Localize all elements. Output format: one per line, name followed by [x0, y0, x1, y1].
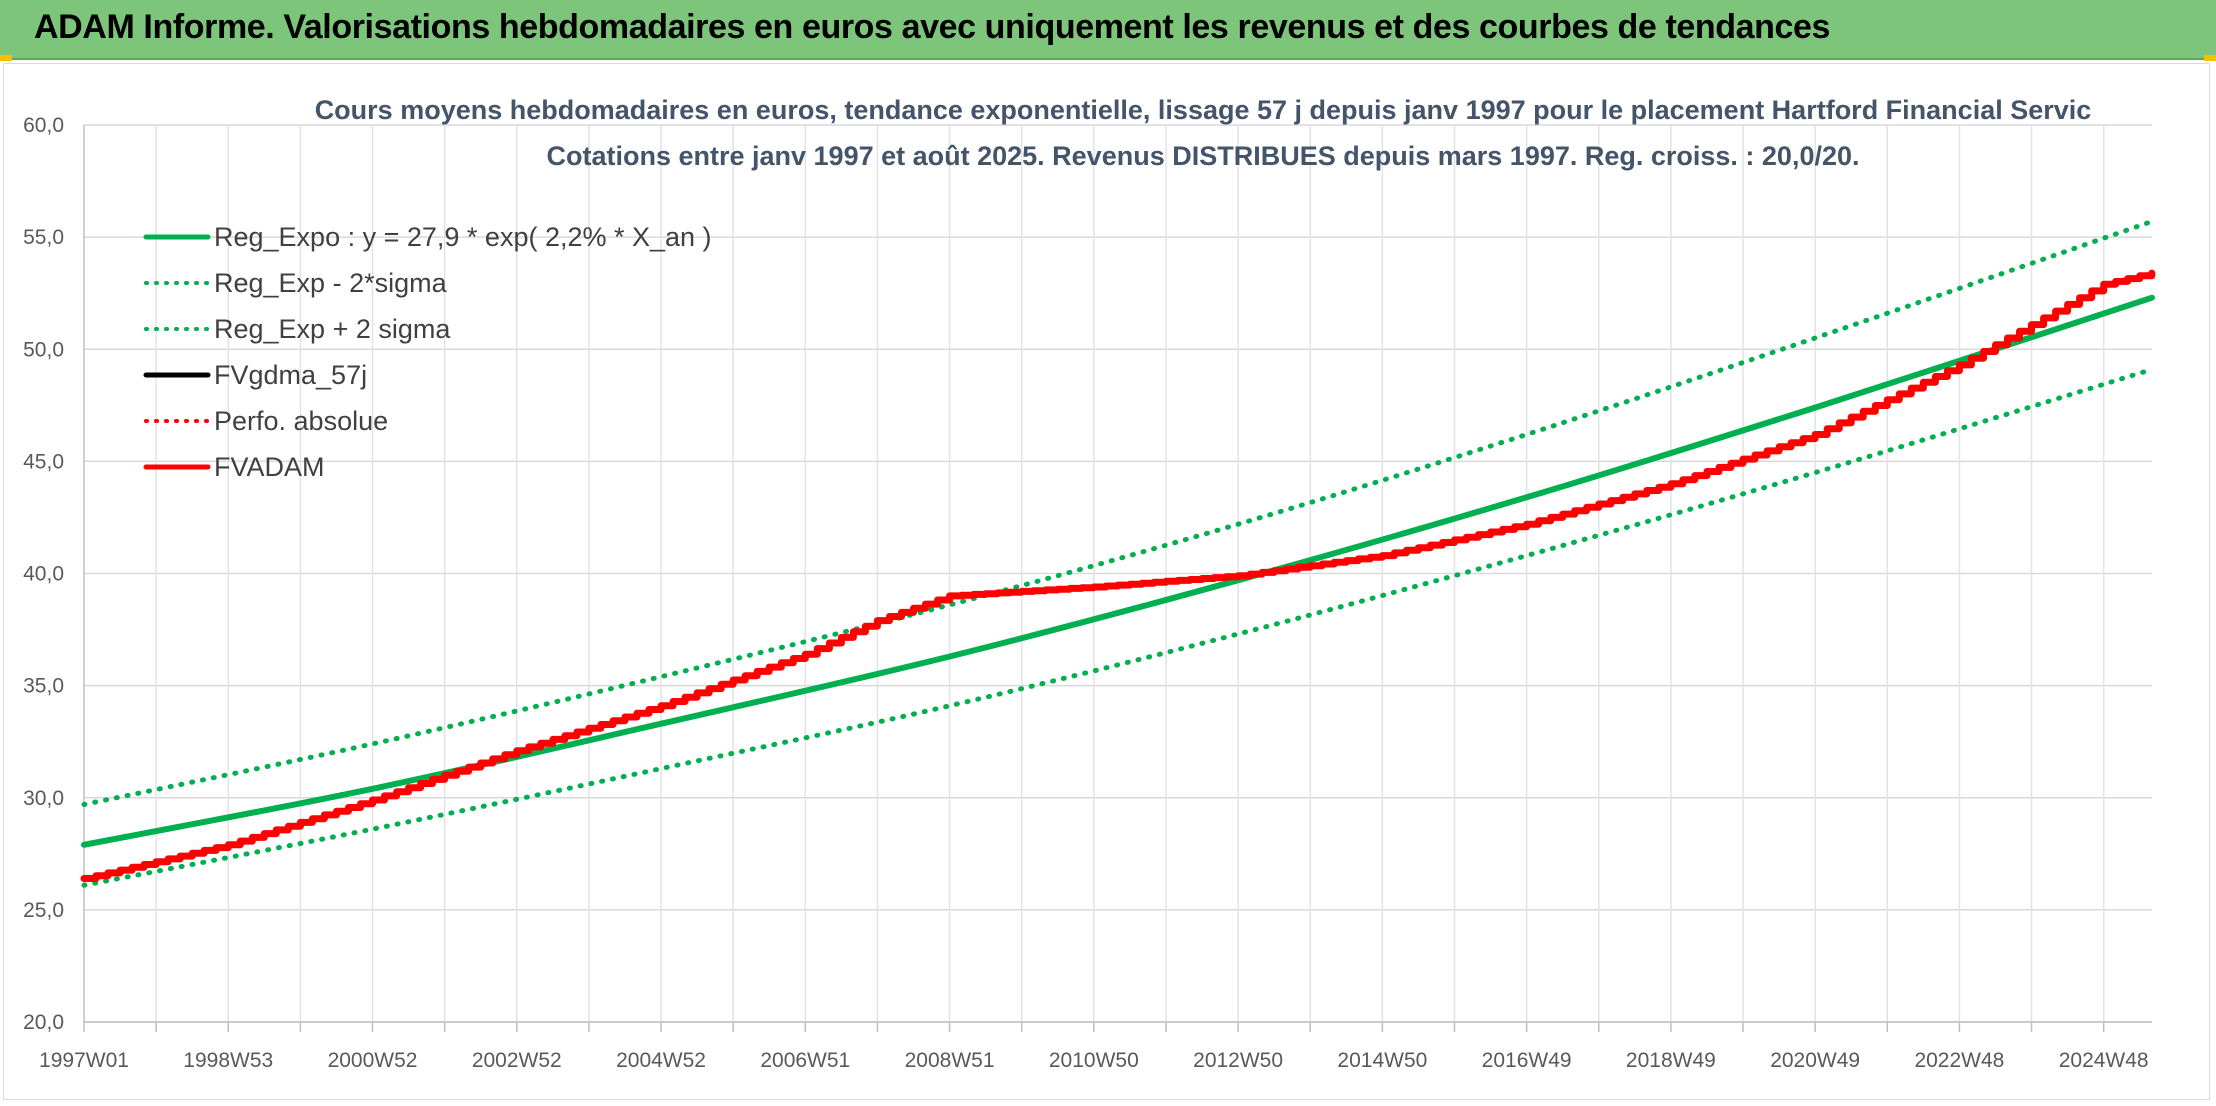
axes: 20,0 25,0 30,0 35,0 40,0 45,0 50,0 55,0 60,0 1997… [23, 114, 2152, 1072]
y-tick-label: 40,0 [23, 563, 64, 586]
x-tick-label: 2014W50 [1337, 1049, 1427, 1072]
series-line-reg-expo [81, 294, 2155, 848]
y-tick-label: 45,0 [23, 450, 64, 473]
x-tick-label: 1998W53 [183, 1049, 273, 1072]
x-tick-label: 2012W50 [1193, 1049, 1283, 1072]
x-tick-label: 2002W52 [472, 1049, 562, 1072]
report-banner: ADAM Informe. Valorisations hebdomadaire… [0, 0, 2216, 60]
series-lines [80, 218, 2156, 888]
y-tick-label: 55,0 [23, 226, 64, 249]
chart-title-line-2: Cotations entre janv 1997 et août 2025. … [546, 141, 1859, 171]
legend-label-reg-expo: Reg_Expo : y = 27,9 * exp( 2,2% * X_an ) [214, 222, 712, 252]
x-tick-label: 2008W51 [905, 1049, 995, 1072]
x-tick-label: 2024W48 [2059, 1049, 2149, 1072]
y-tick-label: 30,0 [23, 787, 64, 810]
legend: Reg_Expo : y = 27,9 * exp( 2,2% * X_an )… [143, 222, 712, 482]
x-tick-label: 2000W52 [328, 1049, 418, 1072]
legend-label-reg-minus: Reg_Exp - 2*sigma [214, 268, 448, 298]
y-tick-label: 60,0 [23, 114, 64, 137]
y-tick-label: 50,0 [23, 338, 64, 361]
report-title: ADAM Informe. Valorisations hebdomadaire… [34, 8, 1831, 46]
y-tick-label: 35,0 [23, 675, 64, 698]
x-tick-label: 2006W51 [760, 1049, 850, 1072]
y-tick-label: 25,0 [23, 899, 64, 922]
x-tick-label: 2018W49 [1626, 1049, 1716, 1072]
x-tick-label: 2010W50 [1049, 1049, 1139, 1072]
series-line-reg-minus [81, 366, 2155, 888]
x-tick-label: 2020W49 [1770, 1049, 1860, 1072]
corner-marker-right [2204, 55, 2216, 61]
series-line-fvadam [80, 269, 2156, 882]
x-tick-label: 2022W48 [1914, 1049, 2004, 1072]
x-tick-label: 1997W01 [39, 1049, 129, 1072]
y-tick-label: 20,0 [23, 1011, 64, 1034]
legend-label-fvadam: FVADAM [214, 452, 325, 482]
chart-title-block: Cours moyens hebdomadaires en euros, ten… [315, 95, 2092, 171]
legend-label-perfo: Perfo. absolue [214, 406, 388, 436]
chart-title-line-1: Cours moyens hebdomadaires en euros, ten… [315, 95, 2092, 125]
chart-frame [3, 63, 2210, 1100]
series-line-reg-plus [81, 218, 2155, 807]
legend-label-reg-plus: Reg_Exp + 2 sigma [214, 314, 451, 344]
x-tick-label: 2004W52 [616, 1049, 706, 1072]
grid-lines [84, 124, 2152, 1023]
x-tick-label: 2016W49 [1482, 1049, 1572, 1072]
legend-label-fvgdma: FVgdma_57j [214, 360, 367, 390]
corner-marker-left [0, 55, 12, 61]
